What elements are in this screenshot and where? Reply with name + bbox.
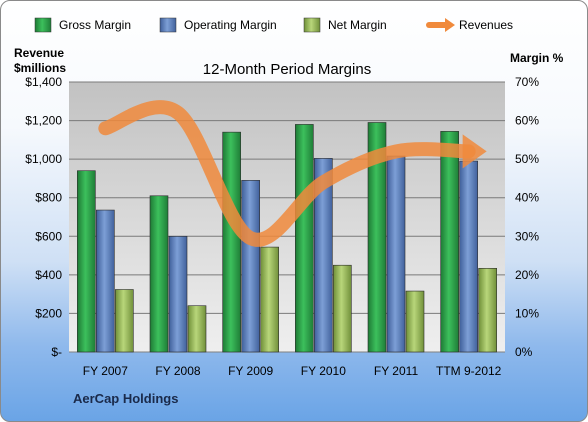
bars-layer bbox=[77, 122, 497, 353]
legend-label: Operating Margin bbox=[184, 18, 277, 32]
right-tick-label: 10% bbox=[515, 306, 539, 320]
bar-gross-margin bbox=[367, 122, 387, 353]
legend-item-revenues: Revenues bbox=[426, 18, 513, 32]
left-tick-label: $600 bbox=[35, 229, 62, 243]
bar-gross-margin bbox=[440, 131, 459, 353]
bar-net-margin bbox=[115, 289, 134, 353]
right-tick-label: 50% bbox=[515, 152, 539, 166]
bar-operating-margin bbox=[168, 235, 188, 353]
left-axis-title-line1: Revenue bbox=[14, 46, 64, 60]
left-tick-label: $400 bbox=[35, 268, 62, 282]
revenue-line-arrowhead bbox=[462, 134, 487, 169]
bar-gross-margin bbox=[77, 170, 96, 353]
x-tick-label: FY 2011 bbox=[374, 364, 419, 378]
right-tick-label: 0% bbox=[515, 345, 533, 359]
bar-operating-margin bbox=[314, 158, 333, 353]
revenue-line-layer bbox=[98, 100, 487, 247]
right-axis-ticks: 0% 10% 20% 30% 40% 50% 60% 70% bbox=[515, 75, 539, 359]
bar-operating-margin bbox=[386, 155, 406, 353]
bar-net-margin bbox=[333, 264, 352, 353]
bar-operating-margin bbox=[96, 209, 115, 353]
legend-swatch-arrow bbox=[445, 18, 455, 32]
left-tick-label: $1,400 bbox=[25, 75, 62, 89]
bar-net-margin bbox=[260, 246, 279, 353]
left-axis-title-line2: $millions bbox=[14, 61, 66, 75]
right-tick-label: 60% bbox=[515, 114, 539, 128]
bar-operating-margin bbox=[459, 160, 478, 353]
legend-label: Gross Margin bbox=[59, 18, 131, 32]
legend-item-gross-margin: Gross Margin bbox=[34, 17, 131, 33]
right-tick-label: 70% bbox=[515, 75, 539, 89]
left-tick-label: $800 bbox=[35, 191, 62, 205]
legend-swatch bbox=[159, 17, 177, 33]
legend: Gross Margin Operating Margin Net Margin Re… bbox=[34, 17, 513, 33]
right-tick-label: 40% bbox=[515, 191, 539, 205]
x-axis-ticks: FY 2007 FY 2008 FY 2009 FY 2010 FY 2011 TTM 9… bbox=[83, 364, 502, 378]
legend-item-net-margin: Net Margin bbox=[303, 17, 387, 33]
bar-net-margin bbox=[187, 305, 207, 353]
right-tick-label: 20% bbox=[515, 268, 539, 282]
x-tick-label: FY 2010 bbox=[301, 364, 346, 378]
left-tick-label: $200 bbox=[35, 306, 62, 320]
legend-item-operating-margin: Operating Margin bbox=[159, 17, 277, 33]
gridlines bbox=[69, 81, 505, 353]
legend-swatch bbox=[303, 17, 321, 33]
bar-net-margin bbox=[478, 267, 497, 353]
right-axis-title: Margin % bbox=[510, 51, 564, 65]
company-name: AerCap Holdings bbox=[73, 391, 178, 406]
x-tick-label: FY 2007 bbox=[83, 364, 128, 378]
bar-operating-margin bbox=[241, 180, 260, 353]
x-tick-label: TTM 9-2012 bbox=[436, 364, 502, 378]
chart-title: 12-Month Period Margins bbox=[203, 61, 371, 78]
left-axis-ticks: $- $200 $400 $600 $800 $1,000 $1,200 $1,400 bbox=[25, 75, 62, 359]
left-tick-label: $1,200 bbox=[25, 114, 62, 128]
bar-gross-margin bbox=[222, 131, 241, 353]
bar-gross-margin bbox=[149, 195, 169, 353]
legend-label: Net Margin bbox=[328, 18, 387, 32]
legend-label: Revenues bbox=[459, 18, 513, 32]
legend-swatch bbox=[34, 17, 52, 33]
x-tick-label: FY 2009 bbox=[228, 364, 273, 378]
left-tick-label: $1,000 bbox=[25, 152, 62, 166]
bar-gross-margin bbox=[295, 124, 314, 353]
x-tick-label: FY 2008 bbox=[155, 364, 200, 378]
revenue-line bbox=[98, 100, 476, 247]
right-tick-label: 30% bbox=[515, 229, 539, 243]
bar-net-margin bbox=[405, 290, 425, 353]
left-tick-label: $- bbox=[51, 345, 62, 359]
